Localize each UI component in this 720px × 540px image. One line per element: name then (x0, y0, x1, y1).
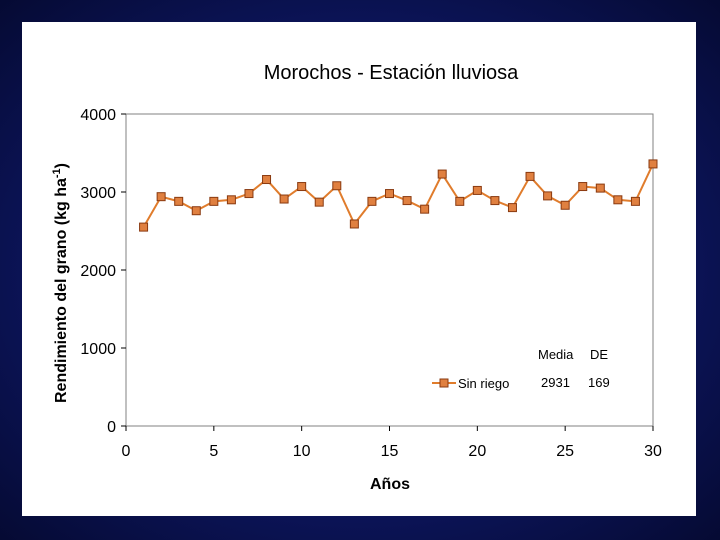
data-point (472, 185, 482, 195)
y-axis: 0 1000 2000 3000 4000 (80, 107, 126, 436)
stats-table: Media DE 2931 169 (538, 347, 610, 390)
data-point (244, 189, 254, 199)
x-tick-label: 15 (381, 443, 399, 460)
data-point (209, 196, 219, 206)
data-point (613, 195, 623, 205)
x-axis: 0 5 10 15 20 25 30 (122, 426, 662, 460)
data-point (490, 196, 500, 206)
x-tick-label: 20 (468, 443, 486, 460)
stats-header-media: Media (538, 347, 574, 362)
plot-area (125, 113, 654, 427)
data-point (191, 206, 201, 216)
stats-value-media: 2931 (541, 375, 570, 390)
y-axis-title: Rendimiento del grano (kg ha-1) (51, 163, 70, 403)
y-axis-title-close: ) (53, 163, 70, 168)
data-point (420, 204, 430, 214)
data-point (367, 196, 377, 206)
stats-value-de: 169 (588, 375, 610, 390)
chart-title: Morochos - Estación lluviosa (264, 62, 519, 84)
data-point (595, 183, 605, 193)
data-point (525, 171, 535, 181)
series-line (142, 163, 654, 228)
legend-marker (439, 378, 449, 388)
data-point (578, 182, 588, 192)
data-point (314, 197, 324, 207)
data-point (630, 196, 640, 206)
data-point (349, 219, 359, 229)
data-point (560, 200, 570, 210)
data-point (455, 196, 465, 206)
y-axis-title-sup: -1 (51, 168, 63, 178)
legend: Sin riego (432, 376, 509, 391)
y-tick-label: 2000 (80, 263, 116, 280)
x-tick-label: 10 (293, 443, 311, 460)
y-tick-label: 4000 (80, 107, 116, 124)
y-tick-label: 0 (107, 419, 116, 436)
data-point (279, 194, 289, 204)
data-point (174, 196, 184, 206)
data-point (402, 196, 412, 206)
x-tick-label: 5 (209, 443, 218, 460)
data-point (332, 181, 342, 191)
data-point (507, 203, 517, 213)
slide: Morochos - Estación lluviosa Rendimiento… (22, 22, 696, 516)
series-layer (139, 159, 658, 232)
data-point (385, 189, 394, 199)
data-point (226, 195, 236, 205)
data-point (139, 222, 149, 232)
chart: Morochos - Estación lluviosa Rendimiento… (51, 62, 662, 493)
y-tick-label: 3000 (80, 185, 116, 202)
data-point (262, 175, 272, 185)
stats-header-de: DE (590, 347, 608, 362)
y-axis-title-text: Rendimiento del grano (kg ha (53, 178, 70, 403)
data-point (543, 191, 553, 201)
data-point (297, 182, 307, 192)
legend-label: Sin riego (458, 376, 509, 391)
data-point (156, 192, 166, 202)
x-tick-label: 30 (644, 443, 662, 460)
x-axis-title: Años (370, 476, 410, 493)
x-tick-label: 25 (556, 443, 574, 460)
y-tick-label: 1000 (80, 341, 116, 358)
data-point (437, 169, 447, 179)
x-tick-label: 0 (122, 443, 131, 460)
svg-text:Rendimiento del grano (kg ha-1: Rendimiento del grano (kg ha-1) (51, 163, 70, 403)
data-point (648, 159, 658, 169)
